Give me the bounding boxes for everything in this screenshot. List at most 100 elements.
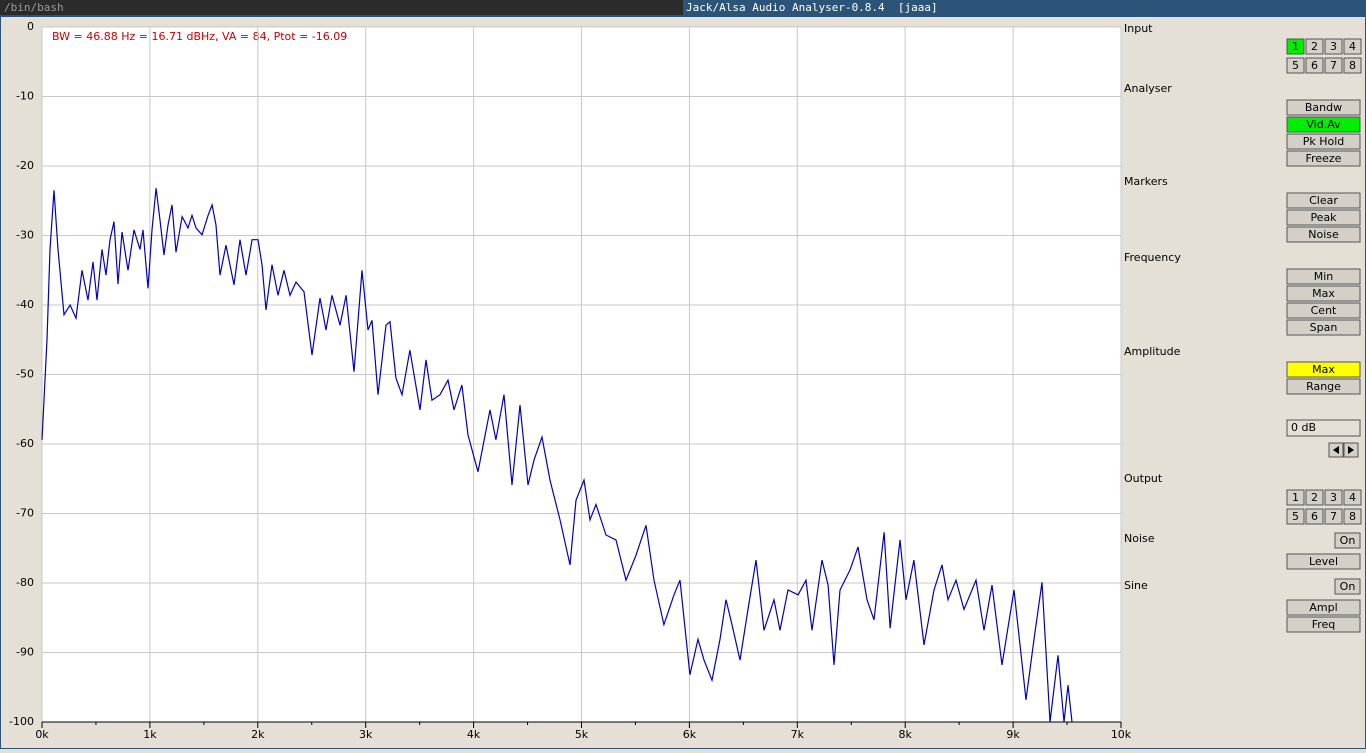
button[interactable]	[1343, 489, 1362, 506]
x-tick-label: 7k	[791, 728, 805, 741]
button-label[interactable]: On	[1340, 534, 1356, 547]
field-value: 0 dB	[1291, 421, 1316, 434]
button-label[interactable]: Level	[1309, 555, 1338, 568]
button[interactable]	[1324, 508, 1343, 525]
button[interactable]	[1334, 578, 1361, 595]
y-tick-label: -10	[16, 90, 34, 103]
button[interactable]	[1324, 489, 1343, 506]
button-label[interactable]: 7	[1330, 59, 1337, 72]
button-label[interactable]: 4	[1349, 40, 1356, 53]
button[interactable]	[1305, 508, 1324, 525]
button[interactable]	[1286, 192, 1361, 209]
button[interactable]	[1286, 302, 1361, 319]
button-label[interactable]: 6	[1311, 510, 1318, 523]
button-label[interactable]: Vid.Av	[1306, 118, 1341, 131]
button[interactable]	[1286, 378, 1361, 395]
y-tick-label: -70	[16, 507, 34, 520]
terminal-title: /bin/bash	[4, 1, 64, 14]
section-label: Input	[1124, 22, 1153, 35]
annotation: BW = 46.88 Hz = 16.71 dBHz, VA = 84, Pto…	[52, 30, 347, 43]
button[interactable]	[1286, 209, 1361, 226]
button-label[interactable]: Noise	[1308, 228, 1339, 241]
button[interactable]	[1286, 133, 1361, 150]
window-title: Jack/Alsa Audio Analyser-0.8.4 [jaaa]	[686, 1, 938, 14]
button-label[interactable]: Span	[1310, 321, 1338, 334]
button-label[interactable]: 3	[1330, 491, 1337, 504]
button[interactable]	[1343, 57, 1362, 74]
y-tick-label: -60	[16, 437, 34, 450]
button[interactable]	[1286, 226, 1361, 243]
button-label[interactable]: Freeze	[1306, 152, 1342, 165]
button[interactable]	[1305, 57, 1324, 74]
button[interactable]	[1286, 319, 1361, 336]
button-label[interactable]: 8	[1349, 59, 1356, 72]
button[interactable]	[1343, 38, 1362, 55]
button[interactable]	[1324, 38, 1343, 55]
button[interactable]	[1286, 616, 1361, 633]
x-tick-label: 9k	[1006, 728, 1020, 741]
section-label: Frequency	[1124, 251, 1181, 264]
button[interactable]	[1286, 361, 1361, 378]
button[interactable]	[1286, 268, 1361, 285]
button[interactable]	[1286, 285, 1361, 302]
button-label[interactable]: Clear	[1309, 194, 1338, 207]
x-tick-label: 10k	[1111, 728, 1132, 741]
button-label[interactable]: 5	[1292, 510, 1299, 523]
button[interactable]	[1286, 553, 1361, 570]
x-tick-label: 0k	[35, 728, 49, 741]
y-tick-label: 0	[27, 20, 34, 33]
button-label[interactable]: Max	[1312, 287, 1335, 300]
x-tick-label: 4k	[467, 728, 481, 741]
button[interactable]	[1286, 116, 1361, 133]
titlebar	[683, 0, 1366, 16]
button[interactable]	[1343, 508, 1362, 525]
spectrum-line	[41, 188, 1073, 723]
text-field[interactable]	[1286, 419, 1361, 437]
button-label[interactable]: Freq	[1312, 618, 1336, 631]
section-label: Amplitude	[1124, 345, 1181, 358]
button-label[interactable]: Peak	[1310, 211, 1337, 224]
section-label: Sine	[1124, 579, 1148, 592]
x-tick-label: 6k	[683, 728, 697, 741]
button-label[interactable]: Bandw	[1305, 101, 1342, 114]
button[interactable]	[1286, 489, 1305, 506]
button-label[interactable]: Min	[1314, 270, 1334, 283]
button-label[interactable]: 7	[1330, 510, 1337, 523]
button-label[interactable]: 2	[1311, 491, 1318, 504]
y-tick-label: -40	[16, 298, 34, 311]
button-label[interactable]: 5	[1292, 59, 1299, 72]
button[interactable]	[1305, 38, 1324, 55]
button-label[interactable]: 3	[1330, 40, 1337, 53]
button[interactable]	[1286, 150, 1361, 167]
button[interactable]	[1286, 99, 1361, 116]
y-tick-label: -80	[16, 576, 34, 589]
button-label[interactable]: 6	[1311, 59, 1318, 72]
button-label[interactable]: 1	[1292, 40, 1299, 53]
button-label[interactable]: Max	[1312, 363, 1335, 376]
button[interactable]	[1324, 57, 1343, 74]
button-label[interactable]: 4	[1349, 491, 1356, 504]
section-label: Analyser	[1124, 82, 1172, 95]
button[interactable]	[1286, 508, 1305, 525]
button-label[interactable]: Ampl	[1309, 601, 1337, 614]
button-label[interactable]: Cent	[1311, 304, 1337, 317]
section-label: Noise	[1124, 532, 1155, 545]
button-label[interactable]: Pk Hold	[1303, 135, 1345, 148]
button[interactable]	[1286, 57, 1305, 74]
section-label: Output	[1124, 472, 1163, 485]
button[interactable]	[1334, 532, 1361, 549]
button-label[interactable]: Range	[1306, 380, 1341, 393]
button[interactable]	[1286, 38, 1305, 55]
button-label[interactable]: On	[1340, 580, 1356, 593]
y-tick-label: -50	[16, 368, 34, 381]
button[interactable]	[1286, 599, 1361, 616]
button[interactable]	[1305, 489, 1324, 506]
x-tick-label: 3k	[359, 728, 373, 741]
button-label[interactable]: 2	[1311, 40, 1318, 53]
button-label[interactable]: 1	[1292, 491, 1299, 504]
button-label[interactable]: 8	[1349, 510, 1356, 523]
y-tick-label: -20	[16, 159, 34, 172]
y-tick-label: -100	[9, 715, 34, 728]
